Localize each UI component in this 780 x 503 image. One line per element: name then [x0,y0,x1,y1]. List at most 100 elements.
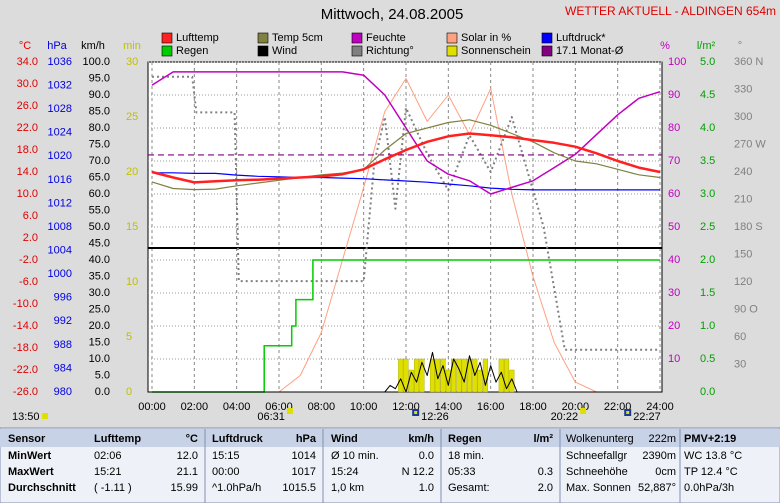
y-tick-label: 50 [668,221,680,233]
table-cell: 1015.5 [282,482,316,494]
table-cell: 0.3 [538,466,553,478]
sunshine-bar [429,358,435,393]
y-tick-label: 70.0 [89,155,110,167]
y-tick-label: 30.0 [17,78,38,90]
y-tick-label: 1032 [48,79,72,91]
y-tick-label: 4.0 [700,122,715,134]
y-tick-label: -22.0 [13,364,38,376]
plot-area [147,61,663,393]
table-cell: 00:00 [212,466,240,478]
table-cell: WC 13.8 °C [684,450,742,462]
table-cell: 02:06 [94,450,122,462]
table-cell: TP 12.4 °C [684,466,738,478]
y-tick-label: 25 [126,111,138,123]
table-header: Wind [331,433,358,445]
axis-title: ° [738,40,742,52]
y-tick-label: 988 [54,339,72,351]
y-tick-label: 240 [734,166,752,178]
y-tick-label: 40.0 [89,254,110,266]
table-cell: 0.0hPa/3h [684,482,734,494]
legend-swatch [446,32,458,44]
axis-title: km/h [81,40,105,52]
y-tick-label: 30 [668,287,680,299]
y-tick-label: 3.5 [700,155,715,167]
y-tick-label: 75.0 [89,138,110,150]
sunshine-bar [440,358,446,393]
y-tick-label: 180 S [734,221,763,233]
moon-time: 22:27 [633,411,661,423]
current-time: 13:50 [12,411,40,423]
y-tick-label: 30 [126,56,138,68]
legend-swatch [257,45,269,57]
y-tick-label: 1000 [48,268,72,280]
sunshine-bar [419,358,425,393]
moon-marker-light [414,411,418,414]
x-tick-label: 24:00 [646,401,674,413]
sun-marker [580,408,587,414]
y-tick-label: 984 [54,362,72,374]
sunshine-bar [398,358,404,393]
sunshine-bar [477,369,483,393]
y-tick-label: 80.0 [89,122,110,134]
series-line [151,119,661,191]
table-cell: Schneehöhe [566,466,628,478]
legend-swatch [351,32,363,44]
y-tick-label: 1020 [48,150,72,162]
table-header: PMV+2:19 [684,433,736,445]
y-tick-label: 1004 [48,244,72,256]
legend-label: 17.1 Monat-Ø [556,45,624,57]
series-line [152,351,660,393]
x-tick-label: 02:00 [181,401,209,413]
table-header: °C [186,433,198,445]
table-cell: ( -1.11 ) [94,482,132,494]
y-tick-label: -14.0 [13,320,38,332]
y-tick-label: 20.0 [89,320,110,332]
y-tick-label: 25.0 [89,303,110,315]
axis-title: °C [19,40,31,52]
legend-swatch [161,32,173,44]
table-cell: 2390m [642,450,676,462]
y-tick-label: 992 [54,315,72,327]
y-tick-label: 30.0 [89,287,110,299]
y-tick-label: 30 [734,358,746,370]
table-cell: 52,887° [638,482,676,494]
sunshine-bar [466,358,473,393]
table-cell: 2.0 [538,482,553,494]
table-cell: 1017 [292,466,316,478]
table-header: Luftdruck [212,433,264,445]
table-cell: Gesamt: [448,482,490,494]
table-cell: 15:15 [212,450,240,462]
y-tick-label: -10.0 [13,298,38,310]
sunshine-bar [504,358,510,393]
y-tick-label: 0.0 [700,386,715,398]
y-tick-label: 210 [734,193,752,205]
sun-marker [286,408,293,414]
legend-swatch [351,45,363,57]
table-cell: Durchschnitt [8,482,76,494]
x-tick-label: 18:00 [519,401,547,413]
y-tick-label: 2.0 [700,254,715,266]
legend-label: Richtung° [366,45,414,57]
y-tick-label: 60 [734,331,746,343]
series-step [152,259,660,393]
y-tick-label: 18.0 [17,144,38,156]
x-tick-label: 00:00 [138,401,166,413]
sunshine-bar [482,358,488,393]
x-tick-label: 06:00 [265,401,293,413]
y-tick-label: 0.5 [700,353,715,365]
table-header: hPa [296,433,317,445]
y-tick-label: 4.5 [700,89,715,101]
y-tick-label: 80 [668,122,680,134]
y-tick-label: 85.0 [89,105,110,117]
y-tick-label: 1028 [48,103,72,115]
current-time-marker [42,413,48,419]
table-cell: MaxWert [8,466,54,478]
table-cell: N 12.2 [402,466,434,478]
legend-label: Luftdruck* [556,32,606,44]
y-tick-label: 15 [126,221,138,233]
table-cell: 1,0 km [331,482,364,494]
axis-title: l/m² [697,40,716,52]
legend-swatch [541,45,553,57]
y-tick-label: 6.0 [23,210,38,222]
series-line [151,132,661,184]
